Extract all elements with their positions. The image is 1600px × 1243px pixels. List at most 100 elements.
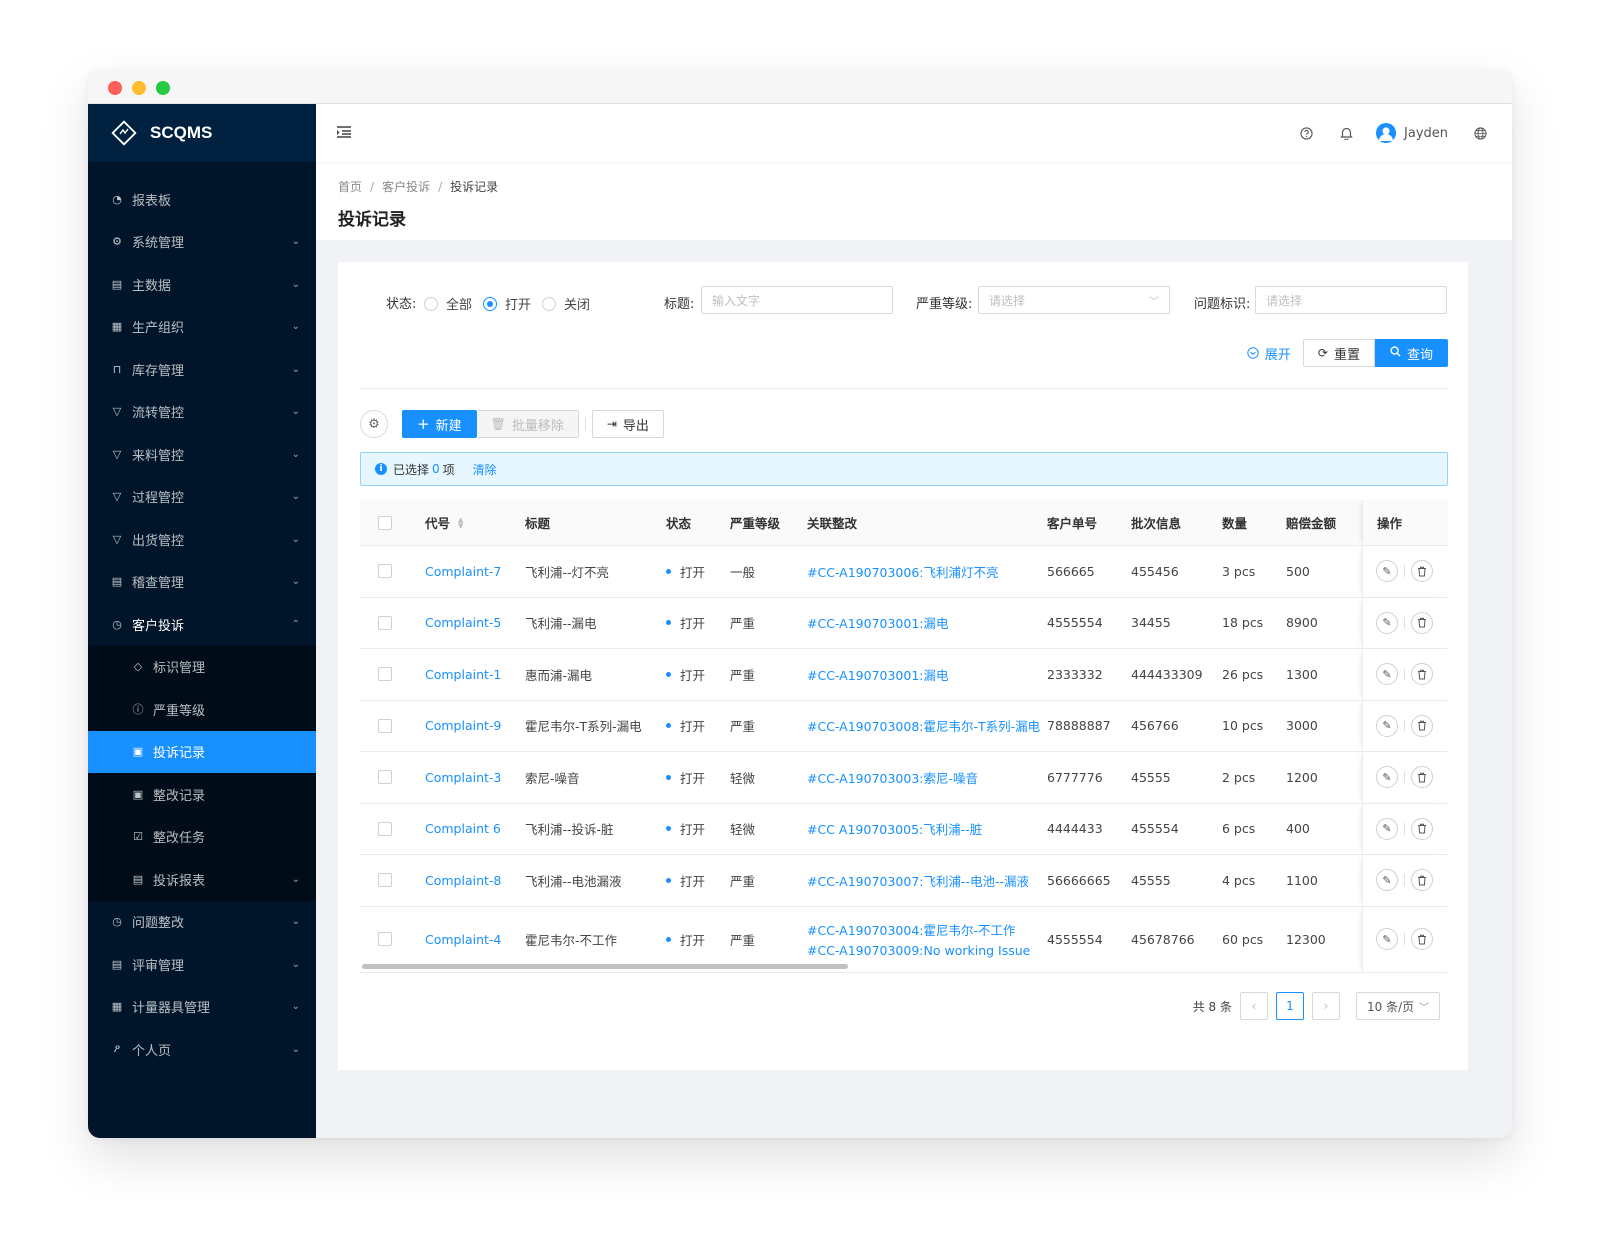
batch-remove-button[interactable]: 🗑 批量移除 [476,410,579,438]
rectification-link[interactable]: #CC-A190703008:霍尼韦尔-T系列-漏电 [807,719,1041,735]
sidebar-item[interactable]: ☑ 整改任务 [88,816,316,859]
sidebar-item[interactable]: ◷ 问题整改 ⌄ [88,901,316,944]
sidebar-item[interactable]: ◇ 标识管理 [88,646,316,689]
delete-icon[interactable] [1411,869,1433,892]
sidebar-item[interactable]: ◔ 报表板 [88,178,316,221]
horizontal-scrollbar[interactable] [362,964,1448,969]
sidebar-item[interactable]: ▦ 计量器具管理 ⌄ [88,986,316,1029]
search-button[interactable]: 查询 [1374,339,1448,367]
maximize-window-button[interactable] [156,81,170,95]
row-checkbox[interactable] [378,873,392,888]
complaint-code-link[interactable]: Complaint-8 [425,872,502,888]
sidebar-item[interactable]: ▽ 来料管控 ⌄ [88,433,316,476]
avatar[interactable] [1376,123,1397,143]
breadcrumb-home[interactable]: 首页 [338,180,363,194]
status-radio-all[interactable]: 全部 [424,294,472,313]
edit-icon[interactable]: ✎ [1376,869,1398,892]
row-checkbox[interactable] [378,718,392,733]
rectification-link[interactable]: #CC-A190703009:No working Issue [807,943,1031,958]
row-checkbox[interactable] [378,932,392,946]
breadcrumb-current: 投诉记录 [450,180,499,194]
rectification-link[interactable]: #CC-A190703001:漏电 [807,667,949,683]
close-window-button[interactable] [108,81,122,95]
rectification-link[interactable]: #CC A190703005:飞利浦--脏 [807,822,983,838]
edit-icon[interactable]: ✎ [1376,766,1398,789]
issue-tag-select[interactable]: 请选择 [1255,286,1447,314]
export-icon: ⇥ [606,417,617,431]
rectification-link[interactable]: #CC-A190703006:飞利浦灯不亮 [807,564,999,580]
complaint-code-link[interactable]: Complaint-5 [425,615,502,631]
select-all-checkbox[interactable] [378,515,392,530]
help-icon[interactable] [1298,125,1314,141]
minimize-window-button[interactable] [132,81,146,95]
column-header-code[interactable]: 代号 ▲ ▼ [425,515,464,531]
notification-bell-icon[interactable] [1338,125,1354,141]
complaint-code-link[interactable]: Complaint-4 [425,931,502,947]
rectification-link[interactable]: #CC-A190703004:霍尼韦尔-不工作 [807,923,1016,938]
status-dot-icon [666,936,671,942]
sidebar-item[interactable]: ⓘ 严重等级 [88,688,316,731]
scrollbar-thumb[interactable] [362,964,848,969]
page-number-button[interactable]: 1 [1276,992,1304,1020]
language-globe-icon[interactable] [1472,125,1488,141]
row-checkbox[interactable] [378,667,392,682]
expand-filters-link[interactable]: 展开 [1247,344,1291,363]
sidebar-item[interactable]: ⚙ 系统管理 ⌄ [88,221,316,264]
breadcrumb-parent[interactable]: 客户投诉 [382,180,431,194]
delete-icon[interactable] [1411,714,1433,737]
severity-select[interactable]: 请选择 ﹀ [978,286,1170,314]
row-checkbox[interactable] [378,770,392,785]
complaint-code-link[interactable]: Complaint-3 [425,769,502,785]
sidebar-item[interactable]: ▤ 主数据 ⌄ [88,263,316,306]
delete-icon[interactable] [1411,928,1433,950]
sidebar-item[interactable]: ▤ 稽查管理 ⌄ [88,561,316,604]
clear-selection-link[interactable]: 清除 [472,462,497,477]
sidebar-item[interactable]: ዖ 个人页 ⌄ [88,1028,316,1071]
status-radio-closed[interactable]: 关闭 [542,294,590,313]
delete-icon[interactable] [1411,817,1433,840]
sidebar-item[interactable]: ▦ 生产组织 ⌄ [88,306,316,349]
sidebar-item[interactable]: ◷ 客户投诉 ⌃ [88,603,316,646]
sidebar-item[interactable]: ▤ 评审管理 ⌄ [88,943,316,986]
sidebar-item[interactable]: ▽ 过程管控 ⌄ [88,476,316,519]
complaint-code-link[interactable]: Complaint-9 [425,718,502,734]
edit-icon[interactable]: ✎ [1376,928,1398,950]
edit-icon[interactable]: ✎ [1376,560,1398,583]
sidebar-item[interactable]: ▣ 投诉记录 [88,730,316,773]
prev-page-button[interactable]: ‹ [1240,992,1268,1020]
export-button[interactable]: ⇥ 导出 [591,410,664,438]
row-checkbox[interactable] [378,821,392,836]
sidebar-item[interactable]: ▽ 流转管控 ⌄ [88,391,316,434]
edit-icon[interactable]: ✎ [1376,714,1398,737]
menu-fold-icon[interactable] [336,124,352,143]
complaint-code-link[interactable]: Complaint-1 [425,666,502,682]
page-size-select[interactable]: 10 条/页 ﹀ [1356,992,1440,1020]
row-checkbox[interactable] [378,615,392,630]
sidebar-item[interactable]: ▤ 投诉报表 ⌄ [88,858,316,901]
new-button[interactable]: + 新建 [402,410,477,438]
app-logo[interactable]: SCQMS [88,104,316,162]
column-settings-gear-icon[interactable]: ⚙ [360,410,388,438]
edit-icon[interactable]: ✎ [1376,663,1398,686]
sidebar-item[interactable]: ▽ 出货管控 ⌄ [88,518,316,561]
rectification-link[interactable]: #CC-A190703007:飞利浦--电池--漏液 [807,873,1030,889]
sidebar-item[interactable]: ⊓ 库存管理 ⌄ [88,348,316,391]
title-input[interactable]: 输入文字 [701,286,893,314]
row-checkbox[interactable] [378,564,392,579]
complaint-code-link[interactable]: Complaint-7 [425,563,502,579]
user-icon: ዖ [113,1042,121,1056]
complaint-code-link[interactable]: Complaint 6 [425,821,501,837]
edit-icon[interactable]: ✎ [1376,817,1398,840]
username[interactable]: Jayden [1404,125,1448,141]
status-radio-open[interactable]: 打开 [483,294,531,313]
delete-icon[interactable] [1411,663,1433,686]
sidebar-item[interactable]: ▣ 整改记录 [88,773,316,816]
delete-icon[interactable] [1411,766,1433,789]
reset-button[interactable]: ⟳ 重置 [1302,339,1375,367]
rectification-link[interactable]: #CC-A190703001:漏电 [807,616,949,632]
rectification-link[interactable]: #CC-A190703003:索尼-噪音 [807,770,979,786]
delete-icon[interactable] [1411,560,1433,583]
next-page-button[interactable]: › [1312,992,1340,1020]
edit-icon[interactable]: ✎ [1376,611,1398,634]
delete-icon[interactable] [1411,611,1433,634]
